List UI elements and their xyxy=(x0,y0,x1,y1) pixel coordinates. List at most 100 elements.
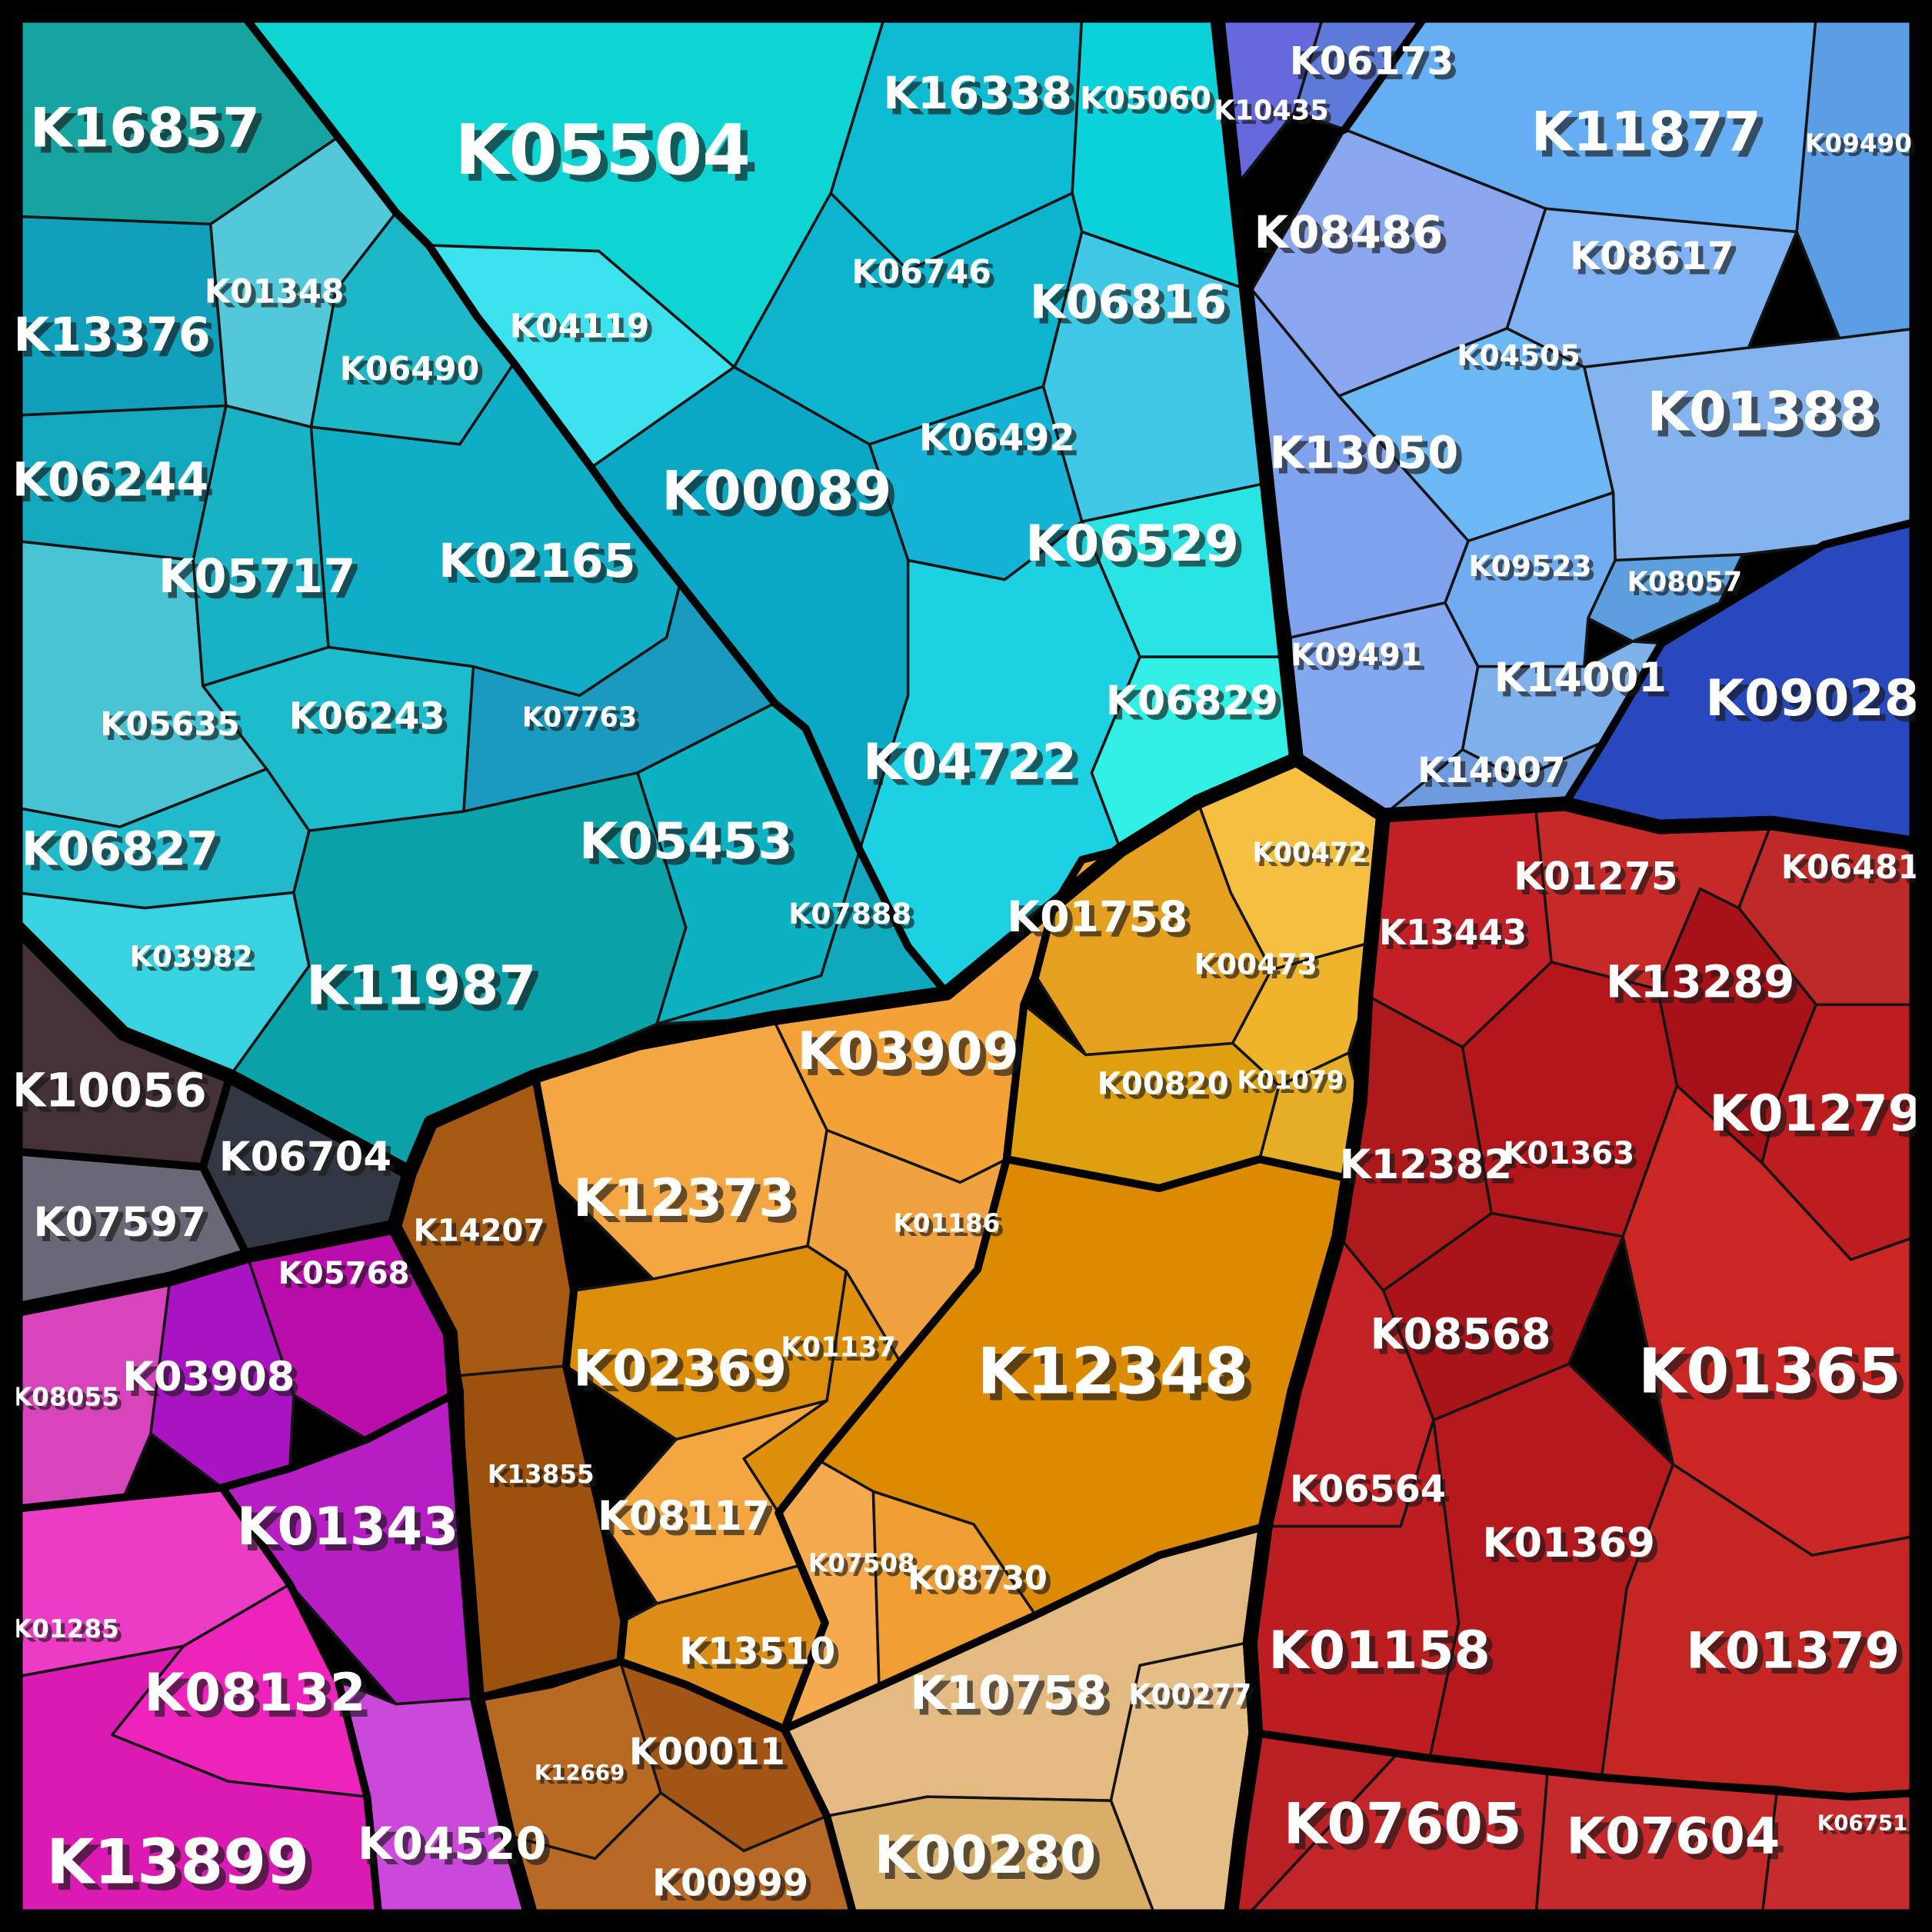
cell-label-shadow-K01365: K01365 xyxy=(1645,1341,1908,1414)
cell-layer xyxy=(14,14,1918,1918)
cell-label-shadow-K01279: K01279 xyxy=(1715,1091,1929,1149)
cell-label-K05453: K05453 xyxy=(579,812,793,871)
cell-label-shadow-K08132: K08132 xyxy=(150,1668,371,1729)
cell-label-K06244: K06244 xyxy=(12,454,208,508)
cell-label-shadow-K06492: K06492 xyxy=(924,422,1080,465)
cell-label-K06492: K06492 xyxy=(919,418,1075,460)
cell-label-K01275: K01275 xyxy=(1514,853,1678,898)
cell-label-K13376: K13376 xyxy=(14,308,211,362)
cell-label-shadow-K13289: K13289 xyxy=(1611,961,1800,1014)
cell-label-K00999: K00999 xyxy=(652,1863,808,1905)
cell-label-shadow-K07888: K07888 xyxy=(793,901,916,935)
cell-label-shadow-K16338: K16338 xyxy=(888,72,1078,125)
cell-label-K06827: K06827 xyxy=(22,822,218,876)
cell-label-shadow-K08617: K08617 xyxy=(1574,238,1739,284)
cell-label-K13510: K13510 xyxy=(679,1631,835,1673)
cell-label-shadow-K01369: K01369 xyxy=(1487,1525,1660,1572)
cell-label-shadow-K14207: K14207 xyxy=(418,1217,549,1253)
cell-label-shadow-K14007: K14007 xyxy=(1422,754,1570,795)
cell-label-K00089: K00089 xyxy=(661,460,891,523)
cell-label-shadow-K00999: K00999 xyxy=(657,1867,813,1910)
cell-label-shadow-K01137: K01137 xyxy=(785,1336,901,1367)
cell-label-shadow-K01285: K01285 xyxy=(16,1618,123,1647)
cell-label-shadow-K06173: K06173 xyxy=(1294,43,1459,88)
cell-label-K06564: K06564 xyxy=(1290,1468,1446,1511)
cell-label-K14207: K14207 xyxy=(413,1214,545,1249)
cell-label-K10056: K10056 xyxy=(9,1064,206,1118)
cell-label-shadow-K08117: K08117 xyxy=(603,1498,775,1545)
cell-label-K01379: K01379 xyxy=(1686,1621,1900,1680)
cell-label-shadow-K02165: K02165 xyxy=(444,540,641,594)
cell-label-shadow-K13050: K13050 xyxy=(1275,432,1464,485)
cell-label-K01365: K01365 xyxy=(1638,1335,1901,1407)
cell-label-K01079: K01079 xyxy=(1237,1066,1344,1095)
cell-label-K16857: K16857 xyxy=(30,96,260,159)
cell-label-shadow-K04520: K04520 xyxy=(363,1823,552,1875)
cell-label-shadow-K16857: K16857 xyxy=(36,102,266,165)
cell-label-K06746: K06746 xyxy=(851,253,991,291)
cell-label-shadow-K09028: K09028 xyxy=(1711,675,1925,734)
cell-label-K00280: K00280 xyxy=(874,1824,1096,1885)
cell-label-K10435: K10435 xyxy=(1214,95,1329,127)
cell-label-K03908: K03908 xyxy=(122,1354,295,1401)
cell-label-K01137: K01137 xyxy=(781,1331,896,1363)
cell-label-shadow-K06564: K06564 xyxy=(1294,1474,1451,1516)
cell-label-shadow-K11987: K11987 xyxy=(312,961,542,1024)
cell-label-K03982: K03982 xyxy=(130,939,253,973)
cell-label-K06481: K06481 xyxy=(1781,848,1921,887)
cell-label-shadow-K00820: K00820 xyxy=(1102,1071,1234,1107)
cell-label-shadow-K06529: K06529 xyxy=(1031,521,1245,579)
cell-label-shadow-K07605: K07605 xyxy=(1290,1797,1528,1863)
cell-label-K00277: K00277 xyxy=(1128,1677,1251,1711)
cell-label-K07605: K07605 xyxy=(1284,1791,1522,1857)
cell-label-K01758: K01758 xyxy=(1007,893,1188,942)
cell-label-shadow-K03982: K03982 xyxy=(134,944,257,978)
cell-label-K01285: K01285 xyxy=(12,1614,119,1644)
cell-label-K08486: K08486 xyxy=(1254,206,1444,258)
cell-label-shadow-K06746: K06746 xyxy=(856,258,996,296)
cell-label-shadow-K10056: K10056 xyxy=(15,1070,212,1124)
cell-label-shadow-K09523: K09523 xyxy=(1473,554,1596,588)
cell-label-K06173: K06173 xyxy=(1290,38,1454,83)
cell-label-shadow-K12669: K12669 xyxy=(538,1764,629,1789)
cell-label-shadow-K00089: K00089 xyxy=(668,466,898,529)
cell-label-K08055: K08055 xyxy=(12,1383,119,1412)
cell-label-K00820: K00820 xyxy=(1098,1067,1229,1102)
cell-label-shadow-K06827: K06827 xyxy=(27,828,224,882)
cell-label-K04119: K04119 xyxy=(510,308,650,346)
cell-label-K01348: K01348 xyxy=(205,272,345,311)
cell-label-K12382: K12382 xyxy=(1340,1141,1512,1188)
cell-label-K07604: K07604 xyxy=(1567,1807,1780,1865)
cell-label-shadow-K01275: K01275 xyxy=(1519,858,1684,904)
cell-label-shadow-K04722: K04722 xyxy=(869,738,1083,797)
cell-label-shadow-K05453: K05453 xyxy=(585,818,798,876)
cell-label-shadow-K00473: K00473 xyxy=(1198,951,1321,985)
cell-label-K05768: K05768 xyxy=(278,1256,410,1291)
cell-label-K10758: K10758 xyxy=(910,1667,1107,1720)
cell-label-shadow-K05768: K05768 xyxy=(282,1261,414,1296)
cell-label-K06243: K06243 xyxy=(289,695,445,738)
cell-label-K08617: K08617 xyxy=(1570,233,1734,278)
cell-label-shadow-K06481: K06481 xyxy=(1786,853,1926,891)
cell-label-K09523: K09523 xyxy=(1468,549,1591,583)
cell-label-shadow-K05504: K05504 xyxy=(462,117,758,198)
cell-label-shadow-K06816: K06816 xyxy=(1035,281,1232,335)
cell-label-shadow-K07763: K07763 xyxy=(526,706,641,738)
cell-label-K06490: K06490 xyxy=(340,350,480,388)
cell-label-shadow-K01758: K01758 xyxy=(1012,898,1193,948)
cell-label-K12669: K12669 xyxy=(535,1760,625,1785)
cell-label-K04520: K04520 xyxy=(358,1817,547,1870)
cell-label-K08730: K08730 xyxy=(908,1559,1048,1597)
cell-label-shadow-K12348: K12348 xyxy=(984,1341,1255,1415)
cell-label-K01388: K01388 xyxy=(1647,381,1877,444)
cell-label-K13899: K13899 xyxy=(46,1826,309,1898)
cell-label-shadow-K13510: K13510 xyxy=(685,1636,841,1678)
cell-label-K07763: K07763 xyxy=(522,701,638,733)
cell-label-shadow-K01379: K01379 xyxy=(1692,1627,1906,1686)
cell-label-K01158: K01158 xyxy=(1268,1620,1490,1681)
cell-label-shadow-K00280: K00280 xyxy=(881,1830,1102,1891)
cell-label-K00011: K00011 xyxy=(629,1731,785,1774)
cell-label-K08057: K08057 xyxy=(1627,567,1743,598)
cell-label-K06816: K06816 xyxy=(1030,275,1227,329)
